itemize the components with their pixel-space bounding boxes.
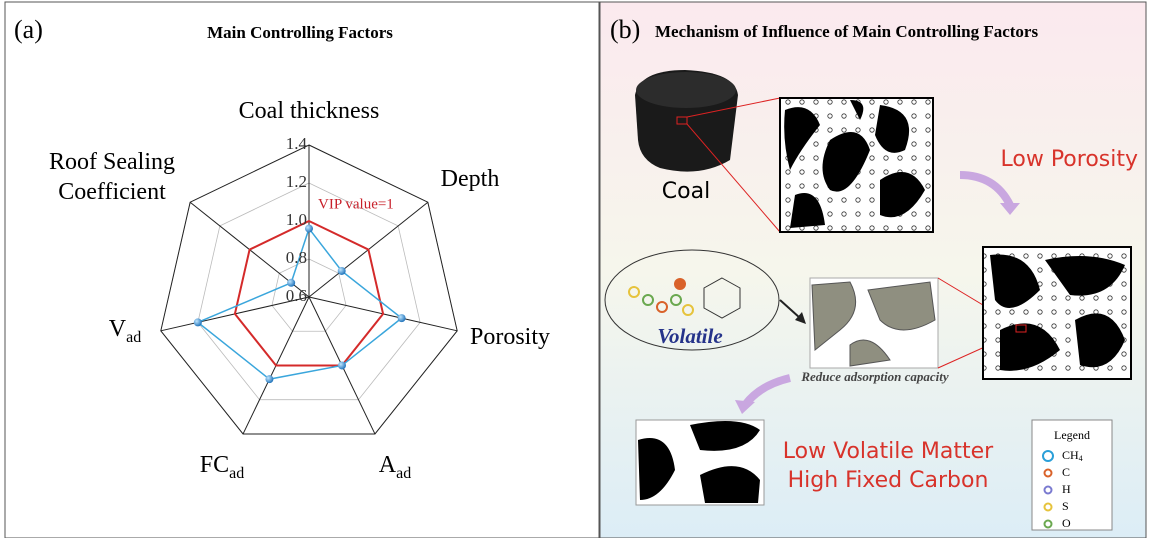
- panel-a-frame: [5, 2, 599, 538]
- data-point: [194, 318, 202, 326]
- result-line: High Fixed Carbon: [788, 468, 989, 493]
- legend-text: H: [1062, 482, 1071, 496]
- chart-title: Main Controlling Factors: [207, 23, 393, 42]
- pore-image-2: [983, 247, 1131, 379]
- category-label: Coal thickness: [239, 98, 380, 124]
- tick-label: 1.2: [286, 172, 307, 191]
- category-label: Depth: [441, 166, 500, 192]
- data-point: [265, 375, 273, 383]
- category-line: Coefficient: [58, 179, 166, 205]
- legend-text: C: [1062, 465, 1070, 479]
- volatile-label: Volatile: [657, 324, 722, 348]
- coal-sample: [635, 70, 738, 172]
- category-main: FC: [200, 452, 229, 478]
- low-porosity: Low Porosity: [1001, 147, 1139, 172]
- legend-label: C: [1062, 465, 1070, 479]
- tick-label: 0.6: [286, 286, 307, 305]
- coal-label: Coal: [662, 179, 710, 204]
- category-main: V: [109, 316, 127, 342]
- panel-label: (b): [610, 15, 640, 44]
- reduce-label: Reduce adsorption capacity: [800, 369, 949, 384]
- category-line: Roof Sealing: [49, 149, 175, 175]
- category-main: Coal thickness: [239, 98, 380, 124]
- panel-title: Mechanism of Influence of Main Controlli…: [655, 22, 1038, 41]
- legend-text: S: [1062, 499, 1069, 513]
- category-sub: ad: [396, 465, 411, 482]
- category-main: Porosity: [470, 324, 550, 350]
- data-point: [338, 361, 346, 369]
- pore-image: [780, 98, 933, 232]
- result-line: Low Volatile Matter: [783, 439, 994, 464]
- legend-text: CH: [1062, 448, 1079, 462]
- legend-label: O: [1062, 516, 1071, 530]
- panel-label: (a): [14, 15, 43, 44]
- category-main: Depth: [441, 166, 500, 192]
- category-main: A: [379, 452, 397, 478]
- adsorption-image: [810, 278, 938, 368]
- annotation: VIP value=1: [318, 196, 394, 212]
- data-point: [338, 267, 346, 275]
- category-sub: ad: [229, 465, 244, 482]
- data-point: [398, 314, 406, 322]
- legend-label: H: [1062, 482, 1071, 496]
- legend-label: S: [1062, 499, 1069, 513]
- legend-title: Legend: [1054, 428, 1090, 442]
- legend-text: O: [1062, 516, 1071, 530]
- tick-label: 0.8: [286, 248, 307, 267]
- carbon-image: [636, 420, 764, 505]
- tick-label: 1.4: [286, 134, 308, 153]
- tick-label: 1.0: [286, 210, 307, 229]
- category-sub: ad: [126, 329, 141, 346]
- legend-sub: 4: [1079, 454, 1083, 463]
- figure: (a) Main Controlling Factors 0.6 0.8 1.0 1.…: [0, 0, 1151, 538]
- category-label: Porosity: [470, 324, 550, 350]
